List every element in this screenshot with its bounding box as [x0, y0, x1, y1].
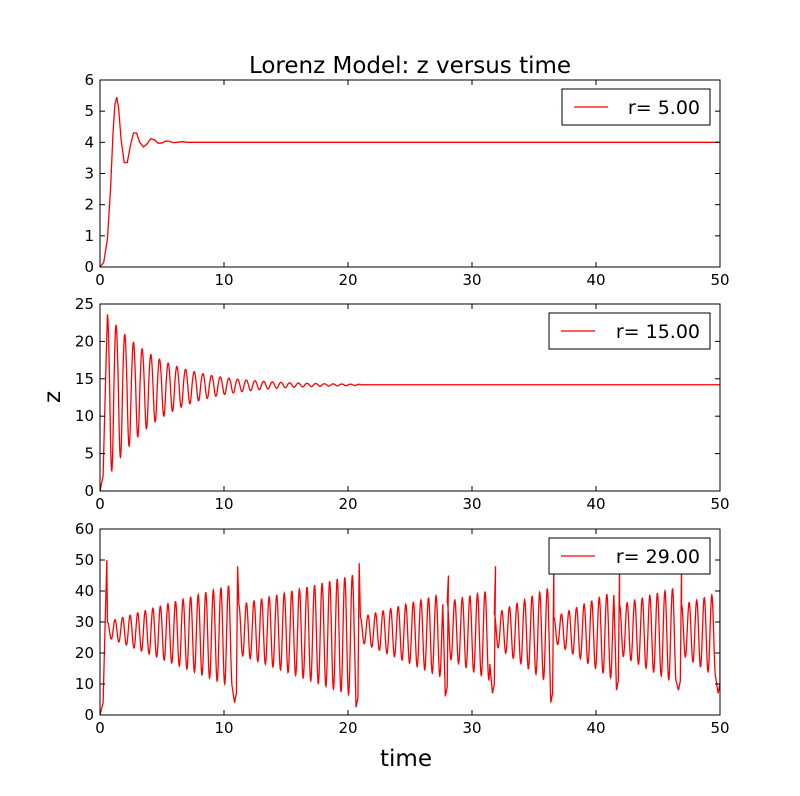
legend-label: r= 5.00 — [628, 97, 700, 119]
x-tick-label: 10 — [214, 495, 233, 513]
series-line-2 — [100, 314, 720, 491]
y-tick-label: 60 — [75, 520, 94, 538]
y-tick-label: 4 — [84, 133, 94, 151]
x-tick-label: 20 — [338, 271, 357, 289]
y-tick-label: 3 — [84, 165, 94, 183]
y-tick-label: 25 — [75, 295, 94, 313]
subplot-3: 0 10 20 30 40 50 0 10 20 30 40 50 60 r= 29.00 — [75, 520, 730, 737]
subplot-1: 0 10 20 30 40 50 0 1 2 3 4 5 6 r= 5.00 — [84, 71, 729, 289]
x-tick-label: 30 — [462, 495, 481, 513]
series-line-3 — [100, 559, 720, 715]
x-tick-label: 40 — [586, 271, 605, 289]
x-tick-label: 30 — [462, 271, 481, 289]
x-tick-label: 50 — [710, 271, 729, 289]
y-tick-label: 5 — [84, 445, 94, 463]
y-tick-label: 2 — [84, 196, 94, 214]
x-tick-label: 30 — [462, 719, 481, 737]
y-tick-label: 0 — [84, 258, 94, 276]
axes-frame — [99, 303, 721, 492]
legend-label: r= 15.00 — [616, 321, 700, 343]
x-tick-label: 40 — [586, 495, 605, 513]
y-tick-label: 5 — [84, 102, 94, 120]
x-tick-label: 50 — [710, 719, 729, 737]
x-tick-label: 40 — [586, 719, 605, 737]
x-axis-label: time — [380, 746, 432, 772]
legend-label: r= 29.00 — [616, 546, 700, 568]
y-tick-label: 0 — [84, 482, 94, 500]
y-tick-label: 10 — [75, 675, 94, 693]
y-tick-label: 20 — [75, 332, 94, 350]
y-tick-label: 20 — [75, 644, 94, 662]
x-tick-label: 0 — [95, 271, 105, 289]
y-tick-label: 40 — [75, 582, 94, 600]
figure-title: Lorenz Model: z versus time — [249, 53, 571, 79]
x-tick-label: 10 — [214, 719, 233, 737]
y-axis-label: z — [40, 391, 66, 403]
y-tick-label: 6 — [84, 71, 94, 89]
x-tick-label: 20 — [338, 495, 357, 513]
y-tick-label: 30 — [75, 613, 94, 631]
x-tick-label: 10 — [214, 271, 233, 289]
panels: 0 10 20 30 40 50 0 1 2 3 4 5 6 r= 5.00 0 10 20 30 40 50 0 5 10… — [75, 71, 730, 737]
x-tick-label: 50 — [710, 495, 729, 513]
y-tick-label: 0 — [84, 706, 94, 724]
y-tick-label: 1 — [84, 227, 94, 245]
y-tick-label: 50 — [75, 551, 94, 569]
y-tick-label: 10 — [75, 407, 94, 425]
subplot-2: 0 10 20 30 40 50 0 5 10 15 20 25 r= 15.00 — [75, 295, 730, 513]
series-line-1 — [100, 96, 720, 267]
x-tick-label: 20 — [338, 719, 357, 737]
x-tick-label: 0 — [95, 719, 105, 737]
y-tick-label: 15 — [75, 370, 94, 388]
x-tick-label: 0 — [95, 495, 105, 513]
